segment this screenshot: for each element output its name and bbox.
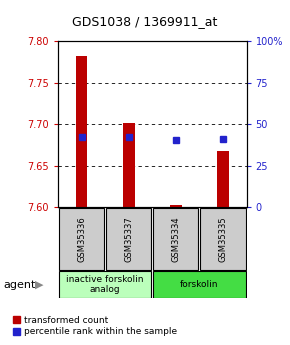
Text: GSM35336: GSM35336 <box>77 216 86 262</box>
Text: GSM35335: GSM35335 <box>218 216 227 262</box>
FancyBboxPatch shape <box>200 208 246 270</box>
Text: ▶: ▶ <box>35 280 44 289</box>
Bar <box>170 205 182 207</box>
FancyBboxPatch shape <box>59 208 104 270</box>
Bar <box>123 122 135 207</box>
FancyBboxPatch shape <box>59 272 151 298</box>
Text: GSM35337: GSM35337 <box>124 216 133 262</box>
Bar <box>76 56 88 207</box>
Text: GDS1038 / 1369911_at: GDS1038 / 1369911_at <box>72 16 218 29</box>
Legend: transformed count, percentile rank within the sample: transformed count, percentile rank withi… <box>13 316 177 336</box>
Bar <box>217 151 229 207</box>
FancyBboxPatch shape <box>153 272 246 298</box>
FancyBboxPatch shape <box>106 208 151 270</box>
Text: inactive forskolin
analog: inactive forskolin analog <box>66 275 144 294</box>
Text: forskolin: forskolin <box>180 280 219 289</box>
Text: agent: agent <box>3 280 35 289</box>
Text: GSM35334: GSM35334 <box>171 216 180 262</box>
FancyBboxPatch shape <box>153 208 198 270</box>
